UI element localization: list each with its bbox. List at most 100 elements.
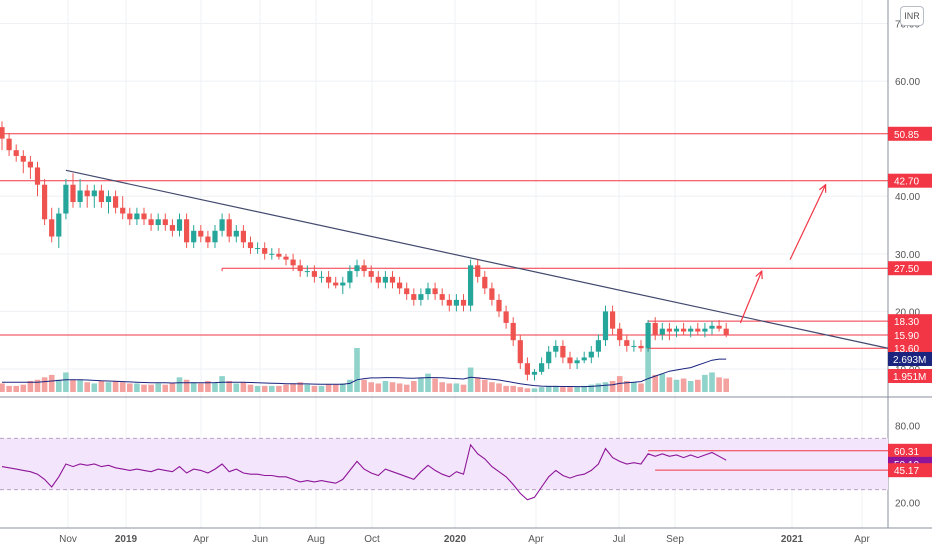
volume-bar [148,384,154,392]
price-tag[interactable] [888,261,932,276]
volume-bar [63,372,69,392]
candle-body [13,150,19,156]
currency-badge[interactable]: INR [900,6,924,26]
candle-body [0,127,5,139]
rsi-tag[interactable] [888,443,932,458]
volume-tag[interactable] [888,369,932,383]
volume-bar [680,378,687,392]
time-axis-label: Jul [613,534,626,545]
volume-bar [27,381,34,392]
candle-body [531,371,538,375]
volume-bar [13,385,19,392]
volume-bar [709,372,715,392]
volume-bar [687,381,694,392]
volume-bar [134,383,140,392]
rsi-tick-label: 80.00 [895,422,920,433]
price-tag[interactable] [888,328,932,342]
time-axis-label: Nov [59,534,77,545]
volume-bar [531,388,538,392]
trendline[interactable] [65,169,889,349]
price-tag[interactable] [888,126,932,141]
price-tag-label: 50.85 [894,130,919,141]
volume-bar [48,374,55,392]
price-tick-label: 30.00 [895,250,920,261]
arrow-line[interactable] [739,270,763,324]
candle-body [432,288,438,295]
candle-body [702,328,708,332]
volume-bar [269,385,275,392]
candle-body [297,265,303,272]
candle-body [524,363,530,375]
volume-bar [567,387,573,392]
volume-bar [467,367,474,392]
volume-bar [219,376,225,392]
volume-tag[interactable] [888,352,932,366]
time-axis-label: 2020 [444,534,467,545]
volume-bar [652,374,658,392]
candle-body [127,213,133,220]
volume-bar [290,383,296,392]
candle-body [191,230,197,243]
volume-bar [595,383,602,392]
candle-body [418,294,424,300]
arrow-line[interactable] [789,184,827,260]
volume-bar [332,384,339,392]
volume-bar [340,383,346,392]
volume-bar [496,383,502,392]
volume-bar [602,382,609,392]
price-tag[interactable] [888,341,932,356]
volume-bar [396,383,403,392]
candle-body [546,351,552,364]
volume-bar [645,348,651,392]
candle-body [631,345,637,347]
time-axis-label: Jun [252,534,268,545]
candle-body [510,322,516,341]
volume-bar [141,384,147,392]
volume-bar [695,379,701,392]
candle-body [27,161,33,168]
candle-body [63,184,69,214]
volume-bar [176,377,183,392]
candle-body [283,256,289,260]
candle-body [673,328,680,332]
candle-body [233,230,239,237]
volume-bar [574,387,580,392]
candle-body [681,328,687,332]
volume-bar [616,376,623,392]
candle-body [539,363,545,372]
volume-bar [560,387,566,392]
volume-tag-label: 1.951M [893,372,926,383]
price-tag[interactable] [888,314,932,329]
candle-body [49,219,55,237]
volume-tag-label: 2.693M [893,355,926,366]
volume-bar [510,385,516,392]
candle-body [318,276,325,278]
price-tag[interactable] [888,173,932,188]
candle-body [617,328,623,341]
candle-body [666,328,672,332]
candle-body [695,328,701,332]
candle-body [340,282,346,286]
candle-body [155,219,161,226]
rsi-tag[interactable] [888,463,932,478]
candle-body [496,299,502,312]
time-axis-label: Apr [854,534,870,545]
candle-body [560,345,566,358]
candle-body [141,213,147,220]
candle-body [326,276,332,283]
volume-bar [318,385,325,392]
volume-bar [283,384,289,392]
candle-body [382,276,388,283]
volume-bar [98,381,105,392]
arrow-head [755,269,763,280]
volume-bar [254,385,261,392]
candle-body [162,219,168,226]
volume-bar [276,385,282,392]
candle-body [347,271,353,283]
volume-bar [659,373,666,392]
candle-body [624,340,630,346]
candle-body [716,325,722,329]
arrow-head [818,183,827,193]
